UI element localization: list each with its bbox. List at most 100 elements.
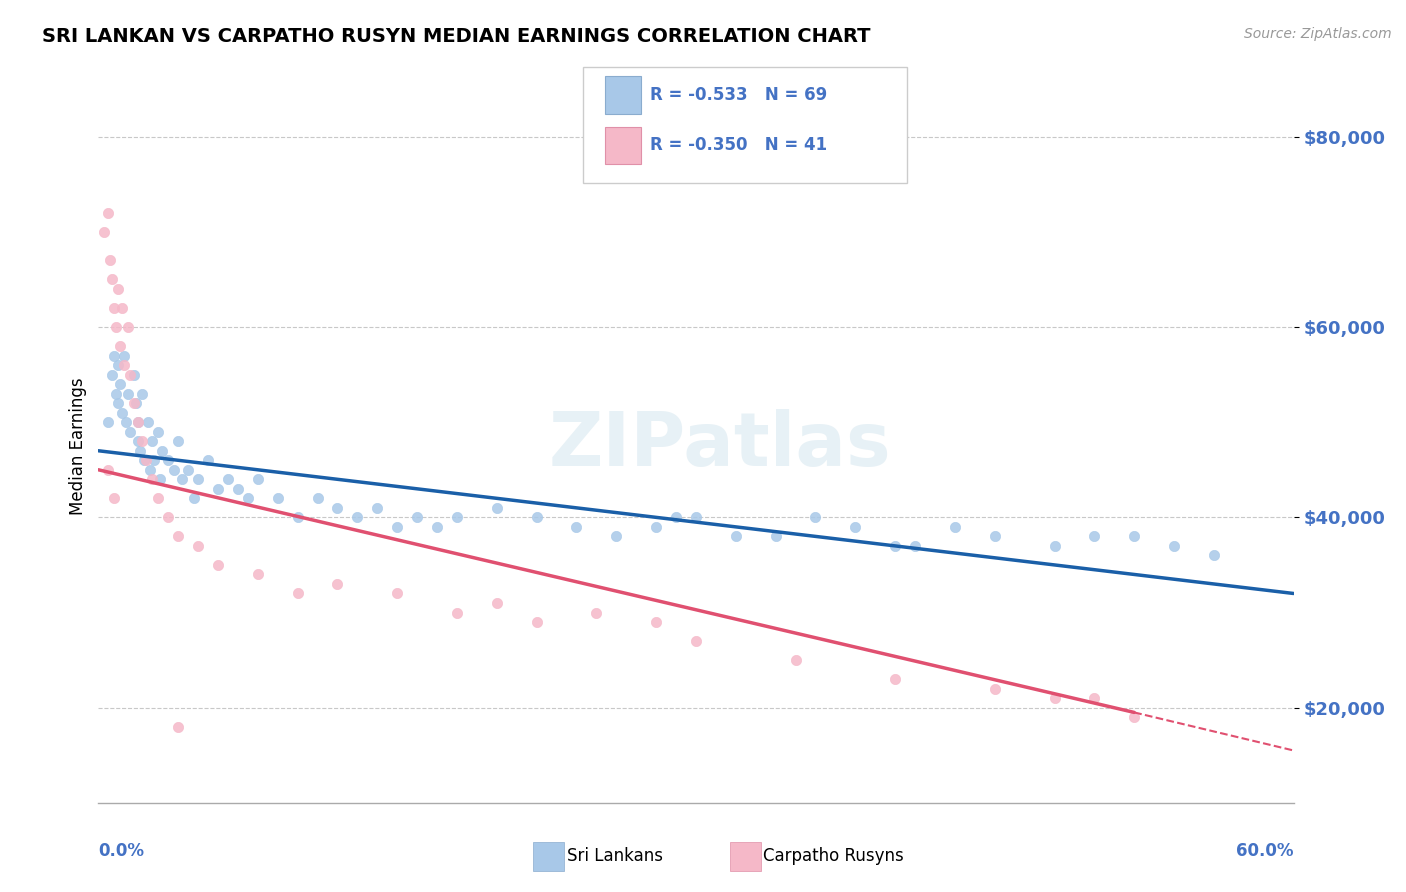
Point <box>385 586 409 600</box>
Point <box>1123 529 1146 543</box>
Point <box>120 368 142 382</box>
Point <box>183 491 205 506</box>
Point <box>167 720 190 734</box>
Point <box>141 472 163 486</box>
Point <box>426 520 449 534</box>
Point <box>884 539 907 553</box>
Point <box>125 396 148 410</box>
Point <box>135 453 157 467</box>
Point <box>103 491 125 506</box>
Text: R = -0.350   N = 41: R = -0.350 N = 41 <box>650 136 827 154</box>
Point <box>984 529 1007 543</box>
Point <box>1083 691 1105 706</box>
Point <box>172 472 194 486</box>
Point <box>526 615 548 629</box>
Point <box>1202 549 1225 563</box>
Point <box>103 349 125 363</box>
Point <box>127 415 149 429</box>
Point <box>685 634 707 648</box>
Point <box>605 529 627 543</box>
Point <box>107 282 129 296</box>
Point <box>134 453 156 467</box>
Point <box>127 434 149 449</box>
Text: SRI LANKAN VS CARPATHO RUSYN MEDIAN EARNINGS CORRELATION CHART: SRI LANKAN VS CARPATHO RUSYN MEDIAN EARN… <box>42 27 870 45</box>
Point <box>127 415 149 429</box>
Point <box>406 510 429 524</box>
Point <box>120 425 142 439</box>
Point <box>1163 539 1185 553</box>
Point <box>217 472 239 486</box>
Point <box>107 396 129 410</box>
Point <box>287 510 309 524</box>
Point <box>884 672 907 686</box>
Point <box>943 520 966 534</box>
Point <box>139 463 162 477</box>
Point <box>1123 710 1146 724</box>
Point <box>115 415 138 429</box>
Point <box>149 472 172 486</box>
Point <box>148 491 170 506</box>
Point <box>645 615 668 629</box>
Point <box>1083 529 1105 543</box>
Point <box>157 453 180 467</box>
Point <box>565 520 588 534</box>
Point <box>148 425 170 439</box>
Point <box>904 539 927 553</box>
Point <box>117 320 139 334</box>
Point <box>157 510 180 524</box>
Point <box>93 225 115 239</box>
Point <box>177 463 200 477</box>
Point <box>131 386 153 401</box>
Point <box>226 482 249 496</box>
Point <box>326 577 349 591</box>
Text: Carpatho Rusyns: Carpatho Rusyns <box>763 847 904 865</box>
Point <box>267 491 290 506</box>
Point <box>326 500 349 515</box>
Point <box>236 491 259 506</box>
Point <box>665 510 688 524</box>
Point <box>111 301 134 315</box>
Point <box>97 463 120 477</box>
Point <box>167 529 190 543</box>
Text: 0.0%: 0.0% <box>98 842 145 860</box>
Point <box>685 510 707 524</box>
Point <box>1043 539 1066 553</box>
Point <box>107 358 129 372</box>
Text: 60.0%: 60.0% <box>1236 842 1294 860</box>
Point <box>765 529 787 543</box>
Point <box>131 434 153 449</box>
Point <box>117 386 139 401</box>
Point <box>136 415 159 429</box>
Point <box>124 368 146 382</box>
Point <box>129 443 152 458</box>
Point <box>187 539 209 553</box>
Text: ZIPatlas: ZIPatlas <box>548 409 891 483</box>
Point <box>804 510 827 524</box>
Point <box>585 606 607 620</box>
Point <box>163 463 186 477</box>
Point <box>207 558 229 572</box>
Point <box>141 434 163 449</box>
Text: Sri Lankans: Sri Lankans <box>567 847 662 865</box>
Point <box>446 510 468 524</box>
Point <box>526 510 548 524</box>
Point <box>97 415 120 429</box>
Point <box>112 358 135 372</box>
Point <box>984 681 1007 696</box>
Point <box>105 320 128 334</box>
Point <box>446 606 468 620</box>
Point <box>485 596 508 610</box>
Point <box>187 472 209 486</box>
Point <box>346 510 368 524</box>
Point <box>207 482 229 496</box>
Point <box>101 272 124 286</box>
Point <box>110 339 132 353</box>
Point <box>246 472 269 486</box>
Point <box>385 520 409 534</box>
Point <box>150 443 173 458</box>
Text: Source: ZipAtlas.com: Source: ZipAtlas.com <box>1244 27 1392 41</box>
Point <box>645 520 668 534</box>
Point <box>307 491 329 506</box>
Point <box>246 567 269 582</box>
Point <box>110 377 132 392</box>
